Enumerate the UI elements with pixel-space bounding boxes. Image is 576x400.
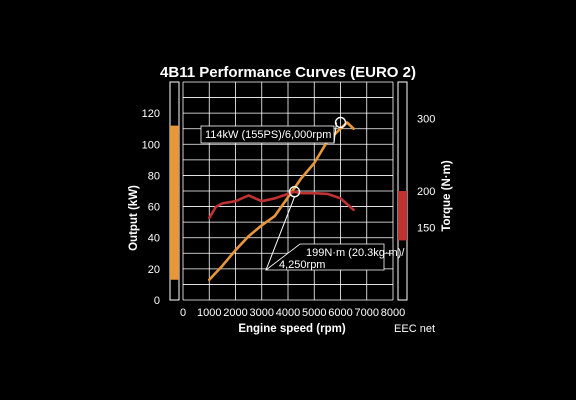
x-axis-label: Engine speed (rpm) <box>238 323 346 335</box>
y-right-tick-label-1: 200 <box>417 186 435 198</box>
footnote: EEC net <box>394 323 435 335</box>
x-tick-label-0: 0 <box>180 307 186 319</box>
y-left-tick-label-2: 40 <box>148 233 160 245</box>
chart-title: 4B11 Performance Curves (EURO 2) <box>160 64 416 81</box>
x-tick-label-6: 6000 <box>328 307 352 319</box>
y-right-tick-label-0: 150 <box>417 222 435 234</box>
y-left-tick-label-6: 120 <box>142 108 160 120</box>
x-tick-label-3: 3000 <box>250 307 274 319</box>
y-left-tick-label-5: 100 <box>142 139 160 151</box>
x-tick-label-4: 4000 <box>276 307 300 319</box>
torque-range-band <box>398 191 407 241</box>
y-left-tick-label-3: 60 <box>148 202 160 214</box>
y-left-tick-label-1: 20 <box>148 264 160 276</box>
output-peak-label: 114kW (155PS)/6,000rpm <box>205 129 331 141</box>
tick-labels: 0 1000 2000 3000 4000 5000 6000 7000 8000 0 20 40 60… <box>142 108 436 319</box>
output-peak-marker <box>334 116 347 129</box>
x-tick-label-2: 2000 <box>223 307 247 319</box>
y-axis-label-right: Torque (N·m) <box>441 160 453 232</box>
x-tick-label-5: 5000 <box>302 307 326 319</box>
series-lines <box>208 121 355 282</box>
y-left-tick-label-0: 0 <box>154 295 160 307</box>
torque-peak-label-line2: 4,250rpm <box>279 259 325 271</box>
range-bands <box>169 81 408 301</box>
torque-curve <box>208 190 355 220</box>
x-tick-label-7: 7000 <box>355 307 379 319</box>
output-range-band <box>170 125 179 280</box>
torque-peak-label-line1: 199N·m (20.3kg·m)/ <box>306 247 405 259</box>
torque-peak-marker <box>288 186 301 198</box>
y-axis-label-left: Output (kW) <box>128 185 140 251</box>
output-peak-label-box <box>200 125 335 144</box>
x-tick-label-1: 1000 <box>197 307 221 319</box>
y-right-tick-label-2: 300 <box>417 113 435 125</box>
y-left-tick-label-4: 80 <box>148 170 160 182</box>
annotations: 114kW (155PS)/6,000rpm 199N·m (20.3kg·m)/… <box>200 116 405 271</box>
torque-peak-label-box <box>264 243 385 271</box>
x-tick-label-8: 8000 <box>381 307 405 319</box>
torque-peak-leader <box>265 196 296 271</box>
